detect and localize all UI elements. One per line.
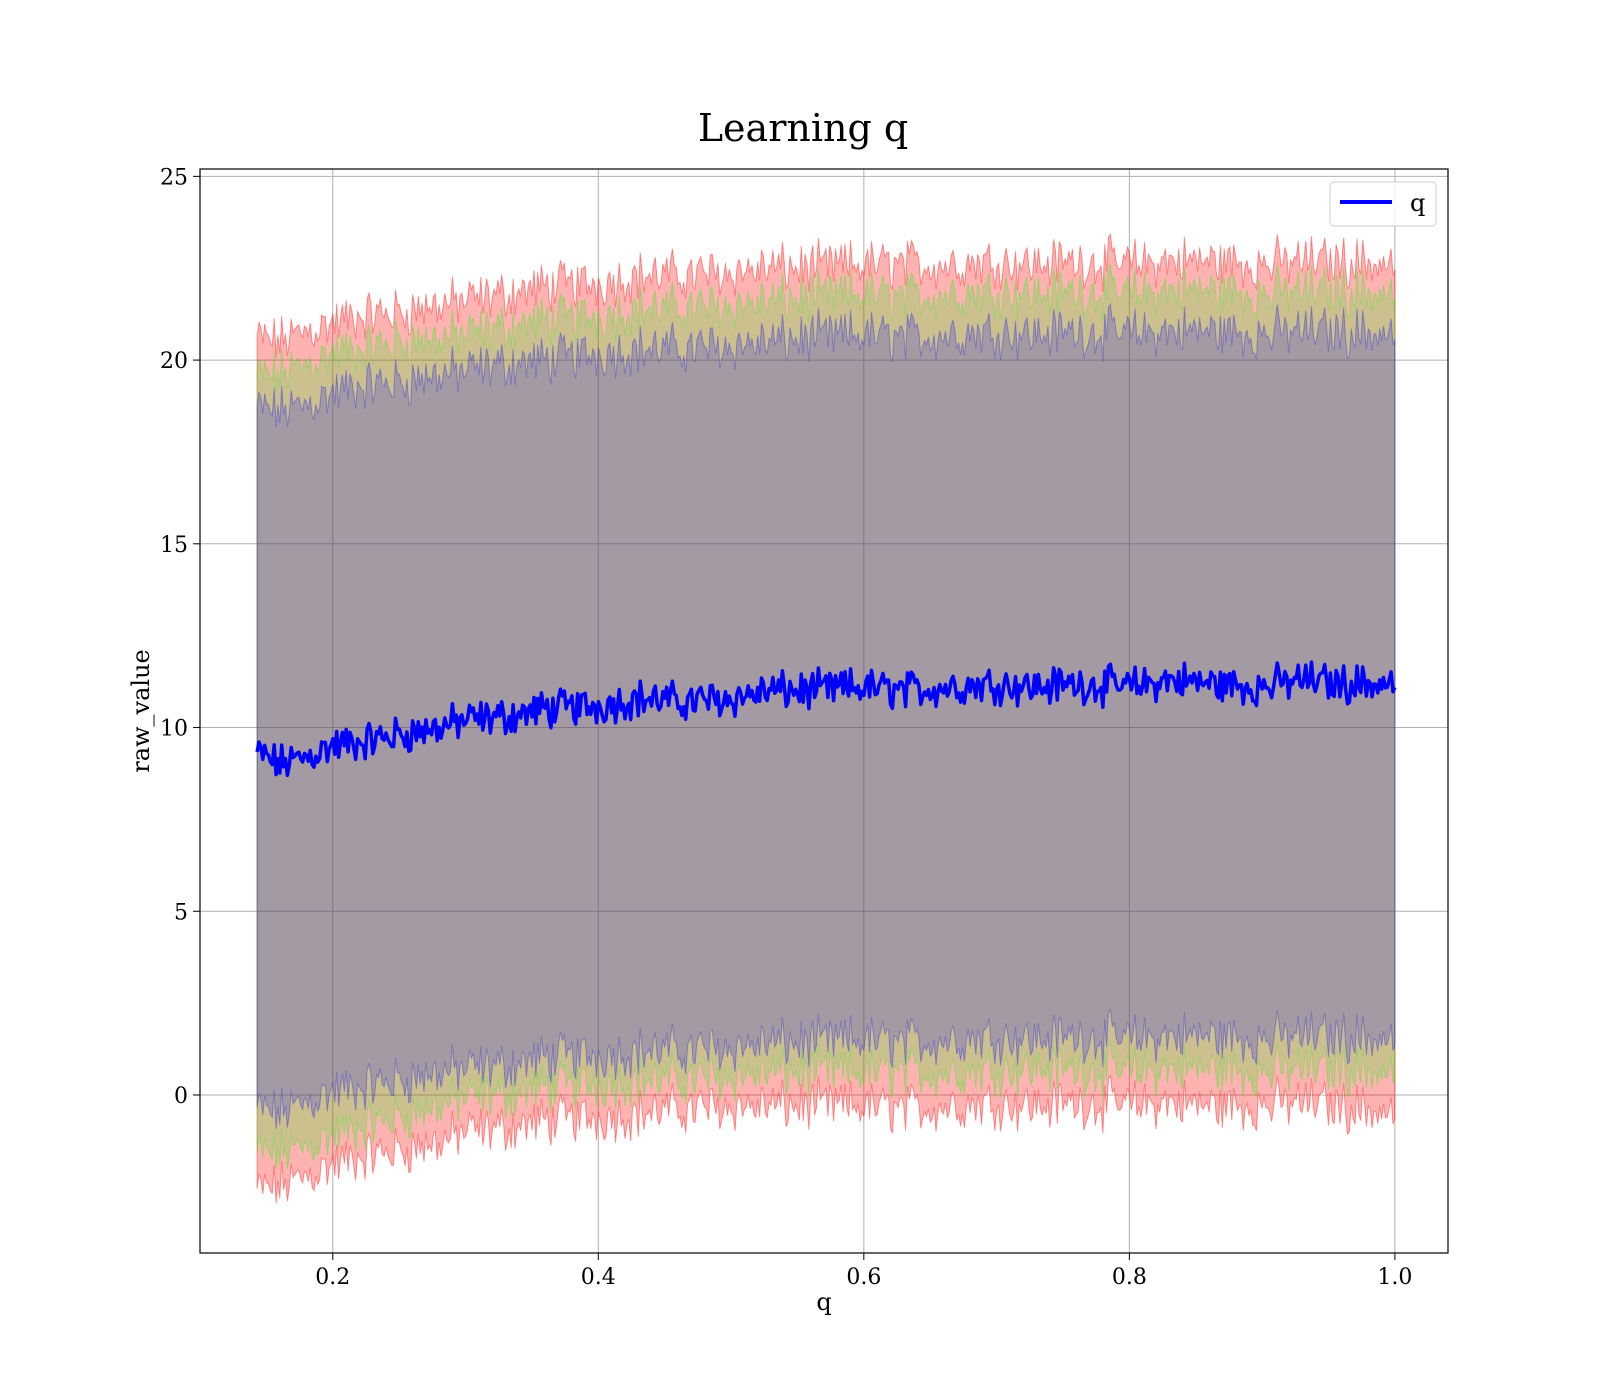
y-axis-label: raw_value bbox=[127, 649, 155, 773]
x-axis-ticks: 0.2 0.4 0.6 0.8 1.0 bbox=[315, 1253, 1412, 1290]
x-tick-label: 0.2 bbox=[315, 1265, 350, 1290]
y-axis-ticks: 0 5 10 15 20 25 bbox=[160, 165, 200, 1109]
legend-label-q: q bbox=[1410, 189, 1425, 217]
confidence-band-2 bbox=[256, 302, 1396, 1129]
legend: q bbox=[1329, 181, 1437, 227]
x-tick-label: 0.8 bbox=[1112, 1265, 1147, 1290]
confidence-band-0 bbox=[256, 233, 1396, 1204]
y-tick-label: 0 bbox=[174, 1084, 188, 1109]
y-tick-label: 15 bbox=[160, 533, 188, 558]
series-line-q bbox=[255, 660, 1397, 778]
x-tick-label: 1.0 bbox=[1377, 1265, 1412, 1290]
x-axis-label: q bbox=[816, 1288, 831, 1316]
x-tick-label: 0.4 bbox=[581, 1265, 616, 1290]
y-tick-label: 10 bbox=[160, 717, 188, 742]
y-tick-label: 5 bbox=[174, 900, 188, 925]
chart-title: Learning q bbox=[698, 106, 908, 150]
x-tick-label: 0.6 bbox=[846, 1265, 881, 1290]
grid bbox=[200, 169, 1448, 1253]
series-lines bbox=[255, 660, 1397, 778]
plot-frame bbox=[199, 168, 1449, 1254]
y-tick-label: 25 bbox=[160, 165, 188, 190]
y-tick-label: 20 bbox=[160, 349, 188, 374]
bands bbox=[256, 233, 1396, 1204]
confidence-band-1 bbox=[256, 262, 1396, 1170]
